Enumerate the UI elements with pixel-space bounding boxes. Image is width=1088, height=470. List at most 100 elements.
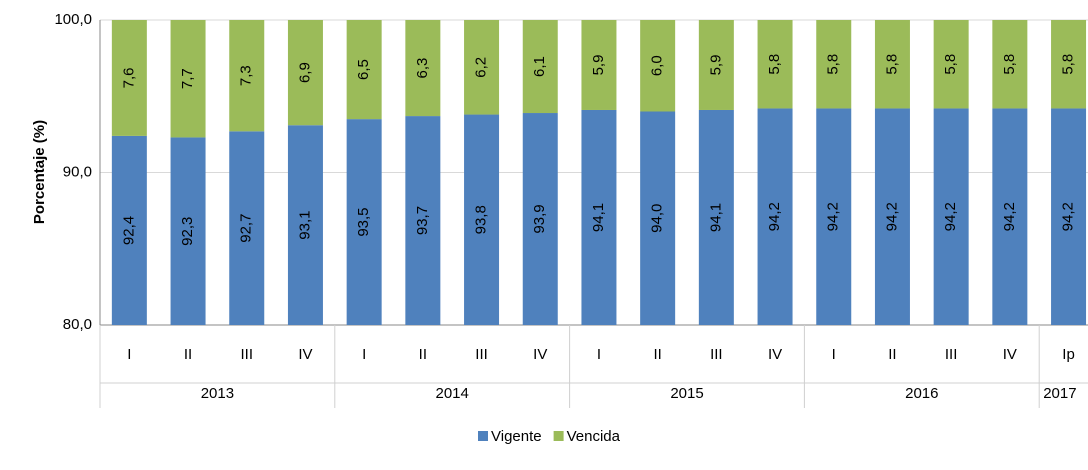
bar-segment — [111, 135, 147, 325]
value-label: 5,8 — [1001, 54, 1018, 75]
bar-segment — [346, 119, 382, 325]
value-label: 6,1 — [531, 56, 548, 77]
bar-segment — [816, 108, 852, 325]
y-tick-label: 90,0 — [63, 163, 92, 180]
bar-segment — [229, 20, 265, 132]
y-axis-label: Porcentaje (%) — [31, 120, 48, 224]
bar-segment — [405, 116, 441, 325]
bar-segment — [816, 20, 852, 109]
value-label: 94,2 — [1060, 202, 1077, 231]
bar-segment — [757, 20, 793, 109]
x-tick-label: IV — [298, 346, 312, 363]
x-tick-label: III — [240, 346, 253, 363]
legend-swatch — [553, 431, 564, 441]
value-label: 5,9 — [590, 55, 607, 76]
value-label: 5,8 — [942, 54, 959, 75]
bar-segment — [287, 125, 323, 325]
x-tick-label: I — [362, 346, 366, 363]
value-label: 94,2 — [825, 202, 842, 231]
bar-segment — [522, 20, 558, 114]
bar-segment — [405, 20, 441, 117]
x-tick-label: III — [945, 346, 958, 363]
bar-segment — [1051, 20, 1087, 109]
bar-segment — [698, 109, 734, 325]
x-tick-label: II — [184, 346, 192, 363]
bar-segment — [933, 108, 969, 325]
value-label: 6,3 — [414, 58, 431, 79]
x-tick-label: II — [888, 346, 896, 363]
y-tick-label: 80,0 — [63, 316, 92, 333]
value-label: 5,8 — [1060, 54, 1077, 75]
value-label: 7,3 — [238, 65, 255, 86]
value-label: 6,2 — [473, 57, 490, 78]
bar-segment — [992, 20, 1028, 109]
value-label: 93,1 — [296, 211, 313, 240]
value-label: 5,8 — [825, 54, 842, 75]
bar-segment — [346, 20, 382, 120]
x-tick-label: II — [653, 346, 661, 363]
x-tick-label: I — [832, 346, 836, 363]
value-label: 94,1 — [707, 203, 724, 232]
legend-label: Vigente — [491, 428, 542, 445]
value-label: 94,2 — [883, 202, 900, 231]
value-label: 92,3 — [179, 217, 196, 246]
bar-segment — [640, 111, 676, 325]
x-tick-label: Ip — [1062, 346, 1075, 363]
value-label: 93,7 — [414, 206, 431, 235]
group-label: 2015 — [670, 385, 703, 402]
bar-segment — [992, 108, 1028, 325]
value-label: 94,0 — [649, 204, 666, 233]
bar-segment — [581, 109, 617, 325]
value-label: 5,8 — [883, 54, 900, 75]
group-label: 2016 — [905, 385, 938, 402]
value-label: 93,5 — [355, 207, 372, 236]
bar-segment — [170, 20, 206, 138]
value-label: 7,6 — [120, 68, 137, 89]
value-label: 6,5 — [355, 59, 372, 80]
x-tick-label: III — [475, 346, 488, 363]
value-label: 92,7 — [238, 214, 255, 243]
bar-segment — [464, 114, 500, 325]
bar-segment — [111, 20, 147, 136]
value-label: 94,2 — [766, 202, 783, 231]
value-label: 94,1 — [590, 203, 607, 232]
value-label: 5,8 — [766, 54, 783, 75]
value-label: 92,4 — [120, 216, 137, 245]
bar-segment — [581, 20, 617, 110]
value-label: 6,9 — [296, 62, 313, 83]
value-label: 94,2 — [1001, 202, 1018, 231]
bar-segment — [874, 20, 910, 109]
group-label: 2013 — [201, 385, 234, 402]
bar-segment — [874, 108, 910, 325]
value-label: 93,9 — [531, 204, 548, 233]
x-tick-label: II — [419, 346, 427, 363]
x-tick-label: IV — [1003, 346, 1017, 363]
x-tick-label: IV — [533, 346, 547, 363]
bar-segment — [757, 108, 793, 325]
legend-label: Vencida — [567, 428, 621, 445]
x-tick-label: I — [597, 346, 601, 363]
value-label: 94,2 — [942, 202, 959, 231]
y-tick-label: 100,0 — [54, 11, 92, 28]
legend-swatch — [478, 431, 488, 441]
x-tick-label: IV — [768, 346, 782, 363]
x-tick-label: I — [127, 346, 131, 363]
value-label: 6,0 — [649, 55, 666, 76]
legend: Vigente Vencida — [478, 428, 621, 445]
group-label: 2017 — [1043, 385, 1076, 402]
bar-segment — [522, 113, 558, 326]
x-tick-label: III — [710, 346, 723, 363]
bar-segment — [933, 20, 969, 109]
value-label: 93,8 — [473, 205, 490, 234]
bar-segment — [698, 20, 734, 110]
bar-segment — [1051, 108, 1087, 325]
value-label: 5,9 — [707, 55, 724, 76]
bar-segment — [287, 20, 323, 126]
bar-segment — [170, 137, 206, 325]
bar-segment — [640, 20, 676, 112]
value-label: 7,7 — [179, 68, 196, 89]
bar-segment — [229, 131, 265, 325]
bar-segment — [464, 20, 500, 115]
group-label: 2014 — [436, 385, 469, 402]
